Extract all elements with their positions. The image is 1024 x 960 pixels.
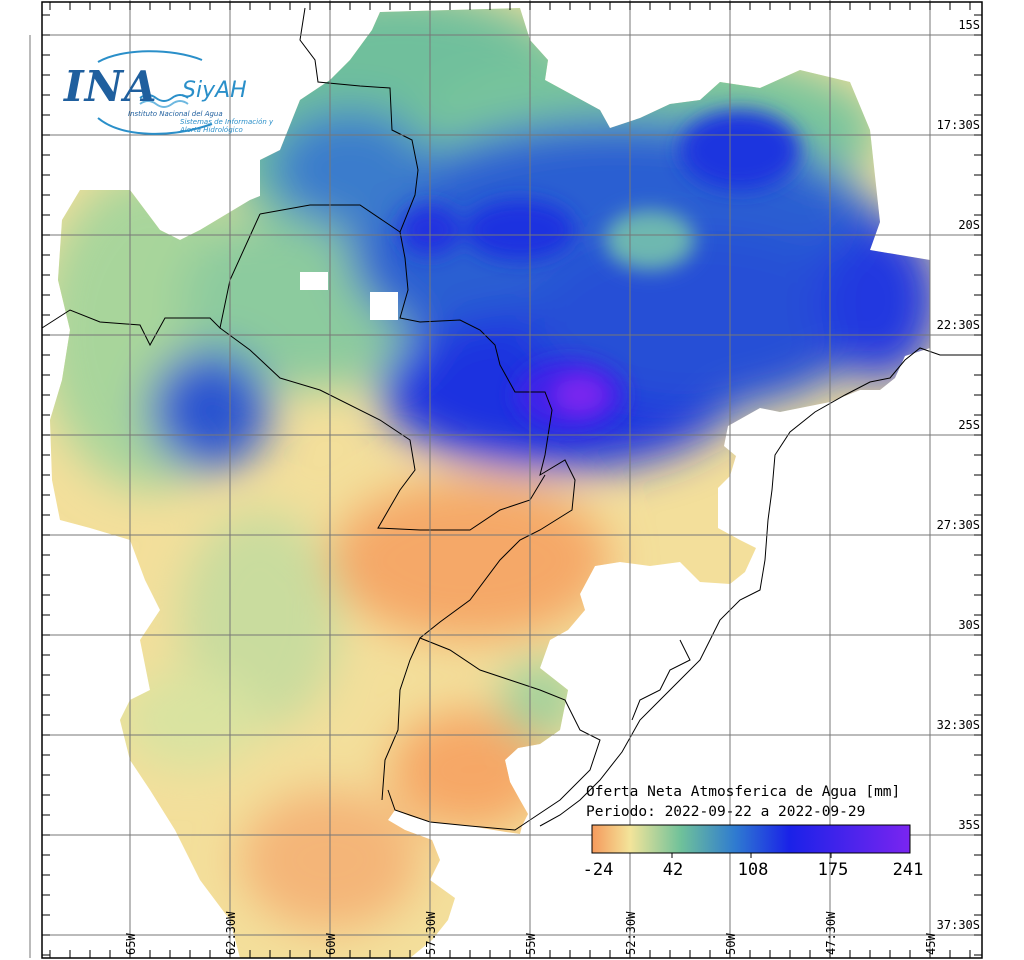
colorbar-tick-label: 108 bbox=[738, 860, 769, 880]
graticule bbox=[29, 0, 982, 958]
country-borders bbox=[41, 7, 980, 831]
lat-label: 27:30S bbox=[937, 518, 980, 532]
colorbar-tick-label: 175 bbox=[818, 860, 849, 880]
lat-label: 20S bbox=[958, 218, 980, 232]
logo-ina-text: INA bbox=[64, 62, 158, 111]
lat-label: 17:30S bbox=[937, 118, 980, 132]
lat-label: 37:30S bbox=[937, 918, 980, 932]
lat-label: 32:30S bbox=[937, 718, 980, 732]
lat-label: 35S bbox=[958, 818, 980, 832]
logo-system-text: Sistemas de Información y Alerta Hidroló… bbox=[180, 118, 274, 134]
legend-title-block: Oferta Neta Atmosferica de Agua [mm] Per… bbox=[586, 782, 900, 822]
logo-org-text: Instituto Nacional del Agua bbox=[128, 110, 223, 118]
lon-label: 47:30W bbox=[824, 911, 838, 955]
tick-marks bbox=[42, 2, 982, 958]
lon-label: 62:30W bbox=[224, 911, 238, 955]
legend-title: Oferta Neta Atmosferica de Agua [mm] bbox=[586, 784, 901, 800]
ina-siyah-logo: INA SiyAH Instituto Nacional del Agua Si… bbox=[62, 48, 273, 144]
lat-label: 25S bbox=[958, 418, 980, 432]
colorbar-ticks bbox=[671, 853, 832, 858]
lat-label: 30S bbox=[958, 618, 980, 632]
colorbar-tick-label: -24 bbox=[583, 860, 614, 880]
map-frame bbox=[41, 1, 983, 959]
lon-label: 65W bbox=[124, 933, 138, 955]
lon-label: 52:30W bbox=[624, 911, 638, 955]
colorbar-tick-label: 42 bbox=[663, 860, 683, 880]
lon-labels: 65W 62:30W 60W 57:30W 55W 52:30W 50W 47:… bbox=[124, 911, 938, 955]
colorbar bbox=[591, 824, 911, 854]
lon-label: 57:30W bbox=[424, 911, 438, 955]
lon-label: 55W bbox=[524, 933, 538, 955]
colorbar-tick-label: 241 bbox=[893, 860, 924, 880]
legend-period: Periodo: 2022-09-22 a 2022-09-29 bbox=[586, 804, 866, 820]
logo-swoosh-icon bbox=[97, 50, 213, 135]
lat-label: 22:30S bbox=[937, 318, 980, 332]
lon-label: 50W bbox=[724, 933, 738, 955]
lat-label: 15S bbox=[958, 18, 980, 32]
logo-siyah-text: SiyAH bbox=[182, 78, 247, 103]
lon-label: 45W bbox=[924, 933, 938, 955]
colorbar-labels: -24 42 108 175 241 bbox=[583, 860, 924, 880]
lat-labels: 15S 17:30S 20S 22:30S 25S 27:30S 30S 32:… bbox=[937, 18, 980, 932]
lon-label: 60W bbox=[324, 933, 338, 955]
